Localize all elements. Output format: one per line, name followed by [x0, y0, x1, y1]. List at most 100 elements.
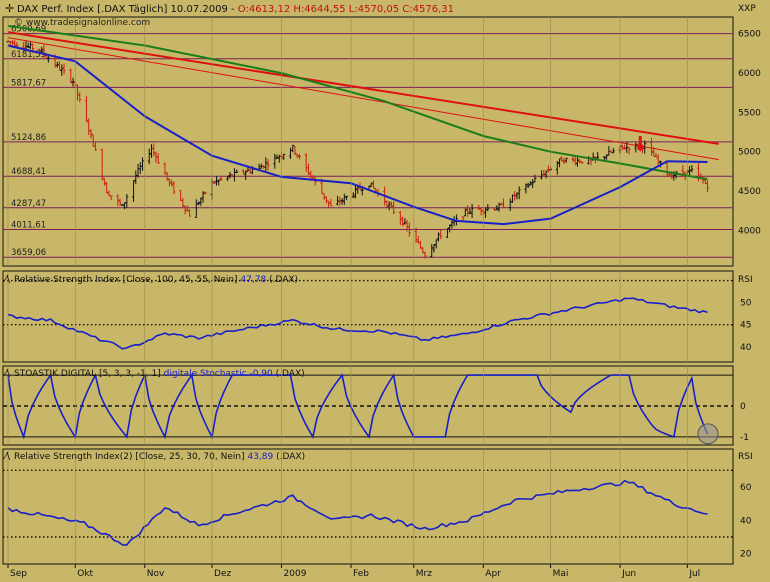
price-bar	[623, 144, 627, 150]
price-bar	[338, 196, 342, 206]
price-bar	[654, 152, 658, 158]
price-bar	[152, 143, 156, 157]
price-bar	[217, 179, 221, 186]
rsi1-tick-label: 50	[740, 299, 752, 309]
price-bar	[93, 141, 97, 151]
price-bar	[87, 118, 91, 135]
price-bar	[499, 202, 503, 206]
price-bar	[528, 181, 532, 186]
header-cross-icon: ✛	[5, 2, 14, 15]
price-bar	[643, 140, 647, 154]
rsi1-axis-label: RSI	[738, 275, 753, 285]
price-bar	[60, 64, 64, 76]
ohlc-readout: O:4613,12 H:4644,55 L:4570,05 C:4576,31	[238, 4, 454, 15]
x-tick-label: Apr	[485, 569, 501, 578]
price-level-label: 5817,67	[11, 78, 46, 88]
price-bar	[421, 247, 425, 254]
rsi1-symbol: (.DAX)	[269, 275, 298, 285]
price-bar	[495, 205, 499, 211]
price-bar	[371, 180, 375, 189]
price-bar	[203, 191, 207, 195]
price-bar	[241, 169, 245, 175]
rsi2-title: Relative Strength Index(2) [Close, 25, 3…	[14, 452, 305, 462]
rsi1-value: 47,78	[240, 275, 266, 285]
x-tick-label: Mrz	[416, 569, 432, 578]
price-bar	[403, 218, 407, 225]
chart-title-text: DAX Perf. Index [.DAX Täglich] 10.07.200…	[17, 4, 238, 15]
price-bar	[340, 198, 344, 205]
rsi2-line	[7, 479, 708, 546]
stoch-tick-label: 0	[740, 402, 746, 412]
rsi1-title: Relative Strength Index [Close, 100, 45,…	[14, 275, 298, 285]
price-level-label: 5124,86	[11, 133, 46, 143]
price-bar	[181, 198, 185, 209]
price-bar	[167, 178, 171, 187]
price-bar	[558, 158, 562, 168]
price-bar	[329, 199, 333, 207]
price-bar	[351, 192, 355, 199]
rsi1-title-text: Relative Strength Index [Close, 100, 45,…	[14, 275, 238, 285]
x-tick-label: Nov	[147, 569, 165, 578]
price-bar	[466, 205, 470, 218]
price-bar	[448, 224, 452, 233]
price-bar	[100, 148, 104, 181]
price-bar	[13, 39, 17, 47]
price-bar	[513, 190, 517, 201]
price-bar	[461, 216, 465, 221]
price-bar	[526, 182, 530, 189]
x-tick-label: Sep	[10, 569, 27, 578]
price-bar	[533, 174, 537, 183]
price-bar	[141, 157, 145, 171]
price-bar	[398, 210, 402, 226]
watermark: © www.tradesignalonline.com	[14, 18, 150, 28]
price-bar	[564, 157, 568, 163]
price-bar	[486, 204, 490, 212]
price-bar	[212, 180, 216, 185]
price-bar	[154, 151, 158, 163]
price-bar	[531, 179, 535, 188]
price-bar	[571, 156, 575, 163]
price-bar	[434, 239, 438, 249]
price-level-label: 3659,06	[11, 248, 46, 258]
price-bar	[690, 165, 694, 173]
rsi2-title-icon: ⁄\	[3, 451, 11, 462]
price-bar	[611, 147, 615, 154]
rsi2-panel	[2, 448, 734, 565]
rsi1-title-icon: ⁄\	[3, 274, 11, 285]
price-bar	[84, 95, 88, 123]
price-level-label: 4287,47	[11, 199, 46, 209]
price-bar	[342, 193, 346, 205]
price-bar	[392, 201, 396, 215]
price-bar	[201, 191, 205, 203]
price-bar	[501, 198, 505, 208]
price-bar	[109, 195, 113, 201]
price-bar	[244, 170, 248, 180]
price-bar	[89, 129, 93, 139]
price-bar	[26, 42, 30, 49]
rsi2-axis-label: RSI	[738, 452, 753, 462]
price-bar	[62, 63, 66, 75]
price-bar	[226, 176, 230, 182]
price-bar	[432, 244, 436, 253]
price-bar	[401, 216, 405, 227]
price-bar	[665, 162, 669, 177]
price-bar	[573, 156, 577, 166]
price-tick-label: 6000	[738, 69, 761, 79]
rsi2-tick-label: 40	[740, 516, 752, 526]
stoch-subtitle: digitale Stochastic	[164, 369, 247, 379]
price-bar	[235, 169, 239, 174]
stoch-symbol: (.DAX)	[276, 369, 305, 379]
price-bar	[524, 183, 528, 194]
x-tick-label: Jul	[688, 569, 700, 578]
price-level-label: 4011,61	[11, 220, 46, 230]
price-bar	[22, 41, 26, 54]
price-bar	[688, 166, 692, 176]
price-bar	[163, 162, 167, 175]
price-bar	[470, 203, 474, 218]
stoch-tick-label: -1	[740, 433, 749, 443]
price-bar	[414, 227, 418, 244]
price-bar	[71, 77, 75, 87]
price-bar	[542, 169, 546, 177]
price-bar	[58, 61, 62, 71]
